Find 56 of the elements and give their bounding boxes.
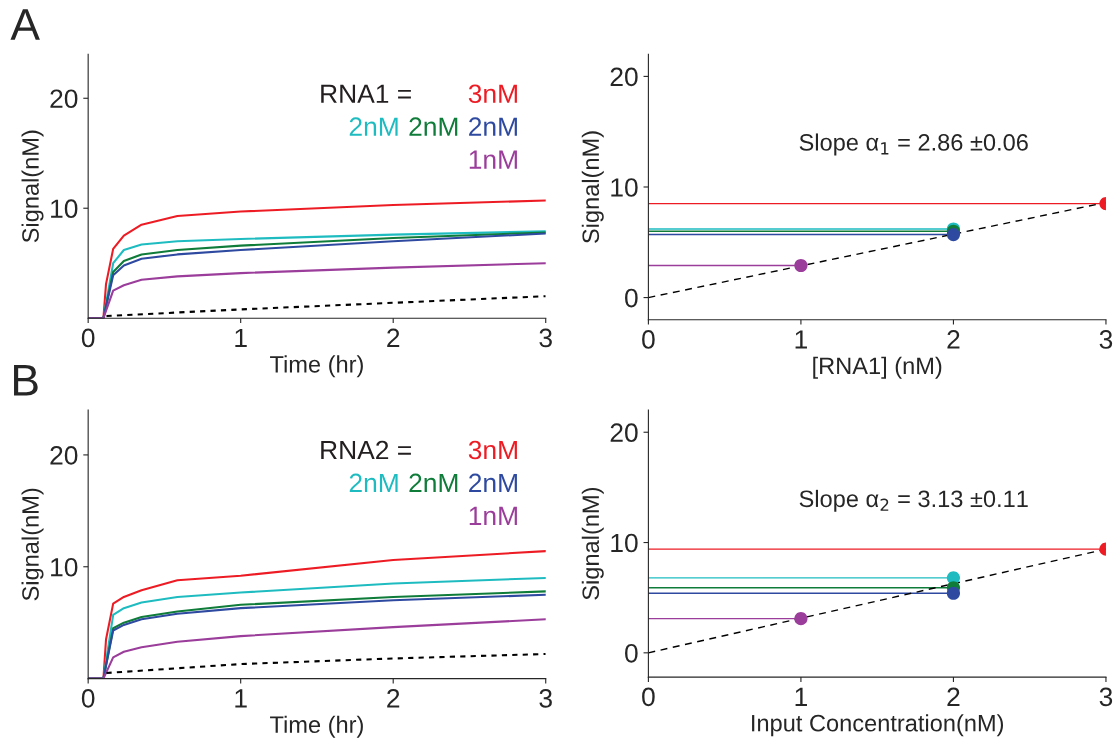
x-axis-title: [RNA1] (nM) (813, 356, 942, 379)
text: 1nM (469, 506, 517, 525)
y-tick-label: 10 (51, 557, 78, 577)
point (946, 586, 961, 600)
x-tick-label: 2 (387, 689, 400, 708)
y-tick-label: 20 (610, 67, 638, 87)
y-tick-label: 20 (50, 89, 78, 109)
x-tick-label: 0 (81, 689, 95, 708)
text: 2nM (469, 473, 517, 493)
chart-title: A (10, 9, 40, 40)
text: 1nM (469, 150, 517, 169)
y-tick-label: 0 (625, 288, 638, 308)
legend-title: RNA1 = (321, 84, 411, 103)
x-tick-label: 3 (539, 328, 552, 348)
x-tick-label: 2 (947, 687, 960, 706)
x-tick-label: 3 (1099, 330, 1113, 349)
y-tick-label: 10 (51, 199, 78, 219)
point (794, 258, 808, 273)
x-axis-title: Input Concentration(nM) (752, 714, 1004, 737)
line-series (105, 295, 546, 318)
point (794, 612, 808, 626)
y-tick-label: 20 (50, 446, 78, 465)
x-tick-label: 1 (235, 689, 247, 708)
text: 2nM (409, 117, 458, 136)
x-tick-label: 1 (795, 687, 807, 706)
x-axis-title: Time (hr) (270, 355, 363, 378)
legend-title: RNA2 = (321, 440, 411, 460)
x-tick-label: 1 (795, 330, 807, 349)
line-series (105, 652, 546, 675)
chart-title: B (14, 365, 38, 396)
x-tick-label: 2 (387, 328, 400, 348)
x-tick-label: 3 (539, 689, 552, 708)
y-axis-title: Signal(nM) (581, 488, 604, 600)
y-tick-label: 20 (610, 423, 638, 443)
y-tick-label: 10 (611, 533, 638, 553)
text: 3nM (468, 440, 517, 460)
point (946, 227, 961, 242)
annotation: Slope α$_{2}$ = 3.13 ±0.11 (799, 489, 1028, 512)
y-axis-title: Signal(nM) (21, 130, 44, 243)
x-tick-label: 1 (235, 328, 247, 348)
text: 2nM (349, 117, 398, 136)
annotation: Slope α$_{1}$ = 2.86 ±0.06 (799, 133, 1028, 156)
text: 2nM (469, 117, 517, 136)
x-tick-label: 0 (642, 687, 655, 707)
x-tick-label: 0 (642, 330, 655, 349)
text: 2nM (409, 473, 458, 493)
x-axis-title: Time (hr) (270, 715, 363, 738)
y-axis-title: Signal(nM) (581, 131, 604, 243)
x-tick-label: 0 (81, 328, 95, 348)
text: 2nM (349, 473, 398, 493)
y-tick-label: 10 (611, 178, 638, 197)
x-tick-label: 3 (1099, 687, 1113, 707)
y-tick-label: 0 (625, 643, 638, 663)
text: 3nM (468, 84, 517, 104)
y-axis-title: Signal(nM) (21, 488, 44, 601)
x-tick-label: 2 (947, 330, 960, 349)
